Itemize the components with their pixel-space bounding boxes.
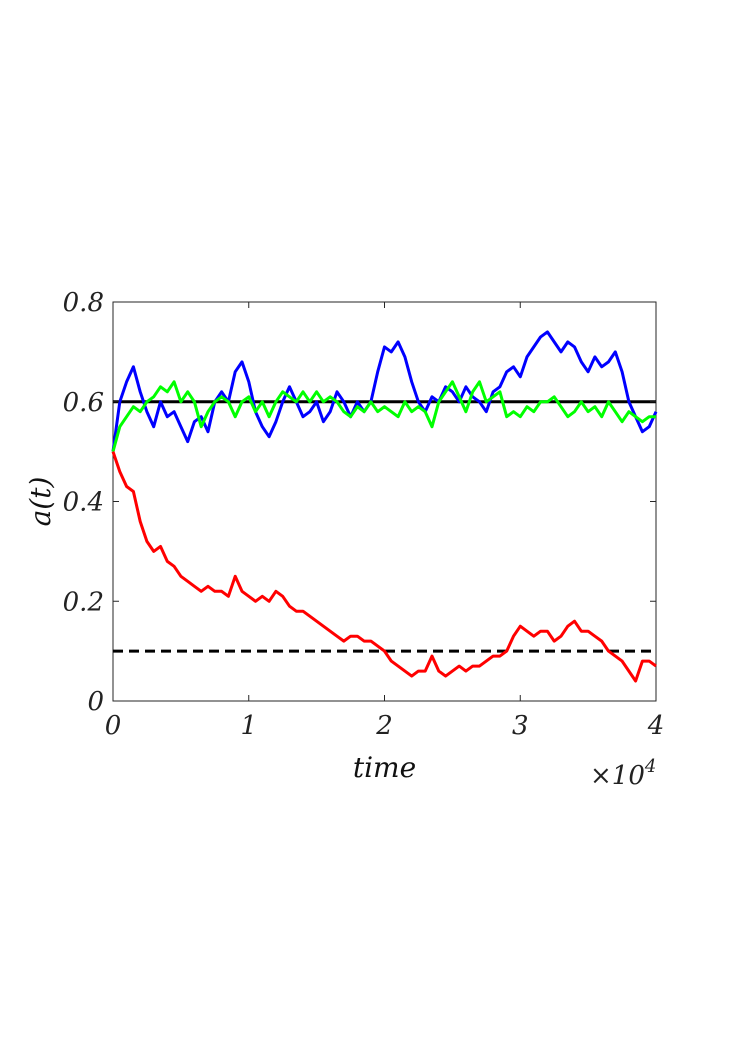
x-tick-label: 3 xyxy=(512,711,529,741)
x-axis-label: time xyxy=(353,751,416,784)
series-line-3 xyxy=(111,451,657,683)
series-layer xyxy=(111,330,658,683)
reference-lines xyxy=(113,400,656,653)
plot-area xyxy=(112,301,657,702)
x-axis-multiplier: ×104 xyxy=(590,756,656,791)
x-axis: 0 1 2 3 4 xyxy=(105,302,665,741)
y-tick-label: 0 xyxy=(87,687,104,717)
x-tick-label: 4 xyxy=(647,711,665,741)
y-axis-label: a(t) xyxy=(24,477,57,527)
y-tick-label: 0.2 xyxy=(63,587,104,617)
x-tick-label: 0 xyxy=(105,711,122,741)
series-line-2 xyxy=(111,380,656,452)
x-tick-label: 2 xyxy=(375,711,393,741)
x-multiplier-base: ×10 xyxy=(590,761,645,791)
y-tick-label: 0.4 xyxy=(63,488,104,518)
x-tick-label: 1 xyxy=(240,711,257,741)
x-multiplier-exponent: 4 xyxy=(644,756,656,777)
y-tick-label: 0.8 xyxy=(63,288,104,318)
y-tick-label: 0.6 xyxy=(63,388,104,418)
y-axis: 0 0.2 0.4 0.6 0.8 xyxy=(63,288,656,717)
